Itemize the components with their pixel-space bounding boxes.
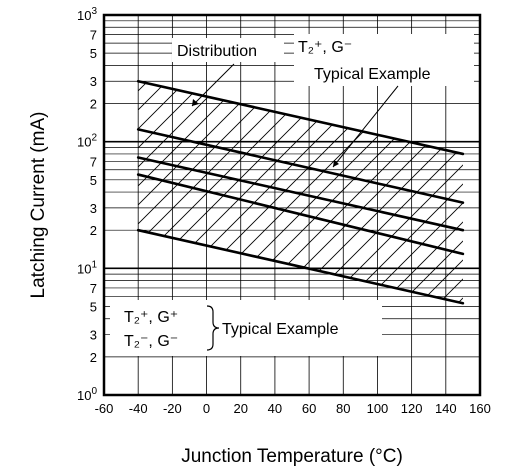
distribution-label-bg <box>172 38 284 62</box>
series-line-2 <box>136 128 465 204</box>
y-tick-label: 5 <box>90 173 97 188</box>
y-tick-label: 2 <box>90 350 97 365</box>
y-tick-label: 101 <box>77 259 97 276</box>
distribution-label: Distribution <box>177 43 257 60</box>
x-tick-label: 160 <box>469 401 491 416</box>
y-tick-label: 103 <box>77 6 97 23</box>
hatch-line <box>226 81 463 304</box>
lower-typical-label: Typical Example <box>222 321 339 338</box>
x-tick-label: 100 <box>367 401 389 416</box>
hatch-line <box>0 20 19 420</box>
upper-typical-arrowhead <box>333 160 339 167</box>
y-tick-label: 5 <box>90 299 97 314</box>
hatch-line <box>188 81 463 304</box>
hatch-line <box>150 81 463 304</box>
x-tick-label: 40 <box>268 401 282 416</box>
y-tick-label: 3 <box>90 328 97 343</box>
x-tick-label: 60 <box>302 401 316 416</box>
hatch-line <box>207 81 463 304</box>
tick-labels: -60 -40 -20 0 20 40 60 80 100 120 140 160 103 7 5 3 2 102… <box>77 6 491 416</box>
y-tick-label: 102 <box>77 133 97 150</box>
plot-frame <box>102 13 482 397</box>
series-lines <box>136 79 465 305</box>
x-tick-label: -20 <box>163 401 182 416</box>
x-tick-label: 20 <box>233 401 247 416</box>
series-line-4 <box>136 173 465 256</box>
distribution-leader <box>191 63 235 107</box>
lower-brace <box>206 305 220 351</box>
hatch-line <box>169 81 463 304</box>
series-line-5 <box>136 228 465 305</box>
upper-typical-label: Typical Example <box>314 66 431 83</box>
distribution-arrowhead <box>192 99 199 106</box>
y-tick-label: 5 <box>90 46 97 61</box>
y-tick-label: 7 <box>90 28 97 43</box>
y-tick-label: 3 <box>90 74 97 89</box>
series-line-1 <box>136 79 465 156</box>
y-tick-label: 2 <box>90 223 97 238</box>
hatch-line <box>493 20 508 420</box>
y-tick-label: 100 <box>77 386 97 403</box>
lower-label-bg <box>110 300 382 356</box>
hatch-line <box>138 81 463 304</box>
y-tick-label: 7 <box>90 281 97 296</box>
x-tick-label: 140 <box>435 401 457 416</box>
upper-typical-leader <box>332 85 399 168</box>
x-axis-title: Junction Temperature (°C) <box>181 446 403 467</box>
upper-series-label: T₂⁺, G⁻ <box>298 39 352 56</box>
x-tick-label: -40 <box>129 401 148 416</box>
x-tick-label: 120 <box>401 401 423 416</box>
lower-series-label-1: T₂⁺, G⁺ <box>124 309 178 326</box>
hatch-line <box>138 81 210 304</box>
x-tick-label: -60 <box>95 401 114 416</box>
y-tick-label: 3 <box>90 201 97 216</box>
y-tick-label: 7 <box>90 154 97 169</box>
y-tick-label: 2 <box>90 97 97 112</box>
series-line-3 <box>136 156 465 232</box>
x-tick-label: 80 <box>336 401 350 416</box>
y-axis-title: Latching Current (mA) <box>28 112 49 299</box>
lower-series-label-2: T₂⁻, G⁻ <box>124 333 178 350</box>
upper-typical-bg <box>294 34 474 86</box>
x-tick-label: 0 <box>203 401 210 416</box>
hatch-line <box>245 81 463 304</box>
